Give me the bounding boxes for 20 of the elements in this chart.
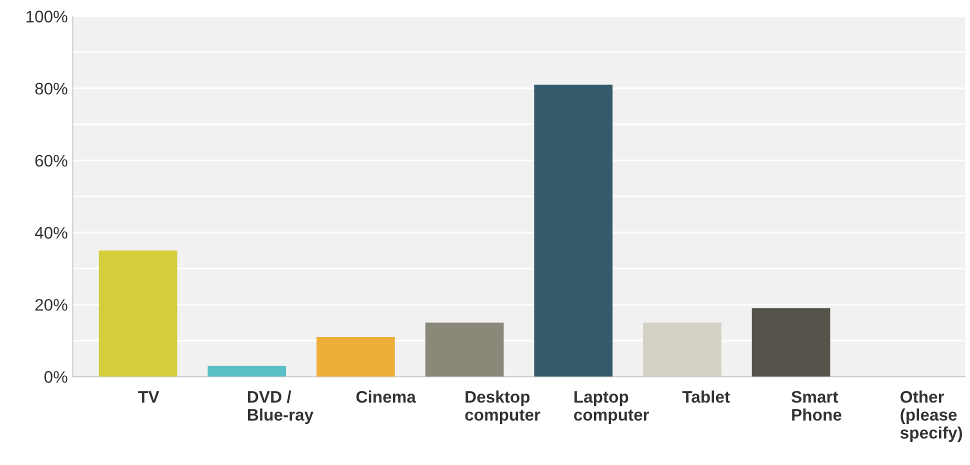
bar	[534, 84, 613, 377]
bar	[98, 250, 178, 377]
y-tick-label: 40%	[34, 226, 68, 239]
bar	[752, 308, 830, 377]
x-tick-label: Smart Phone	[792, 390, 842, 421]
y-tick-label: 100%	[26, 10, 68, 22]
x-tick-label: Desktop computer	[465, 390, 540, 424]
y-tick-label: 60%	[35, 154, 68, 167]
bar	[208, 366, 286, 377]
y-tick-label: 0%	[44, 371, 68, 383]
x-tick-label: Laptop computer	[574, 391, 650, 424]
x-tick-label: DVD / Blue-ray	[248, 390, 314, 424]
x-tick-label: Other (please specify)	[900, 390, 962, 442]
bar	[425, 322, 504, 377]
x-tick-label: Tablet	[682, 390, 730, 403]
bar	[316, 337, 395, 377]
x-tick-label: TV	[138, 391, 160, 403]
x-tick-label: Cinema	[356, 390, 416, 403]
y-tick-label: 20%	[35, 298, 68, 311]
y-tick-label: 80%	[35, 82, 68, 95]
